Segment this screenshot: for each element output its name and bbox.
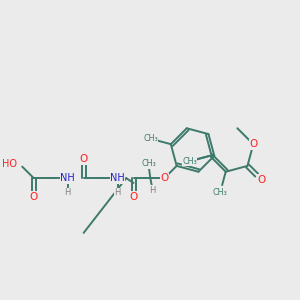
Text: O: O — [257, 175, 265, 184]
Text: CH₃: CH₃ — [142, 159, 156, 168]
Text: H: H — [64, 188, 71, 197]
Text: CH₃: CH₃ — [143, 134, 158, 143]
Text: O: O — [80, 154, 88, 164]
Text: CH₃: CH₃ — [213, 188, 228, 196]
Text: CH₃: CH₃ — [182, 157, 197, 166]
Text: O: O — [30, 192, 38, 202]
Text: NH: NH — [60, 173, 75, 183]
Text: O: O — [249, 139, 257, 149]
Text: O: O — [129, 192, 138, 202]
Text: H: H — [149, 186, 156, 195]
Text: NH: NH — [110, 173, 125, 183]
Text: H: H — [115, 188, 121, 197]
Text: HO: HO — [2, 159, 17, 169]
Text: O: O — [160, 173, 169, 183]
